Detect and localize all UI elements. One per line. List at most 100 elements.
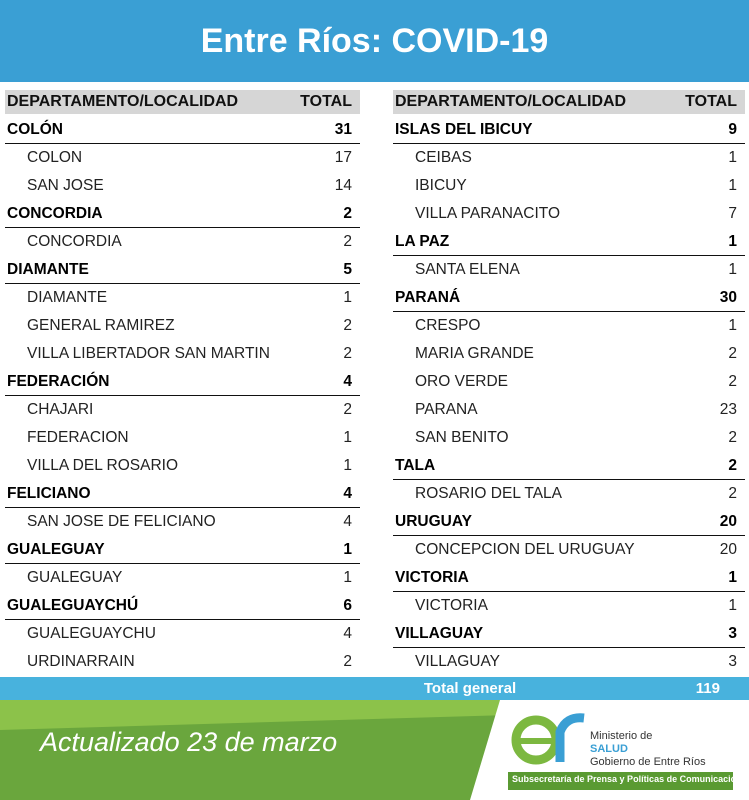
department-total: 6 bbox=[343, 597, 352, 614]
locality-name: FEDERACION bbox=[27, 429, 129, 446]
locality-name: VICTORIA bbox=[415, 597, 488, 614]
department-name: GUALEGUAYCHÚ bbox=[7, 597, 139, 614]
department-row: VICTORIA 1 bbox=[393, 564, 745, 592]
locality-row: SAN JOSE 14 bbox=[5, 172, 360, 200]
locality-name: COLON bbox=[27, 149, 83, 166]
locality-total: 14 bbox=[334, 177, 352, 194]
locality-total: 1 bbox=[728, 177, 737, 194]
department-total: 4 bbox=[343, 485, 352, 502]
locality-total: 17 bbox=[334, 149, 352, 166]
department-row: GUALEGUAY 1 bbox=[5, 536, 360, 564]
locality-total: 1 bbox=[728, 149, 737, 166]
locality-name: URDINARRAIN bbox=[27, 653, 135, 670]
locality-name: GENERAL RAMIREZ bbox=[27, 317, 175, 334]
locality-total: 1 bbox=[343, 289, 352, 306]
locality-total: 1 bbox=[343, 457, 352, 474]
department-row: GUALEGUAYCHÚ 6 bbox=[5, 592, 360, 620]
locality-total: 2 bbox=[728, 373, 737, 390]
department-total: 31 bbox=[334, 121, 352, 138]
table-header: DEPARTAMENTO/LOCALIDAD TOTAL bbox=[393, 90, 745, 114]
locality-row: CONCORDIA 2 bbox=[5, 228, 360, 256]
department-total: 1 bbox=[728, 233, 737, 250]
table-right: DEPARTAMENTO/LOCALIDAD TOTAL ISLAS DEL IBI… bbox=[393, 90, 745, 676]
locality-name: VILLA DEL ROSARIO bbox=[27, 457, 179, 474]
title: Entre Ríos: COVID-19 bbox=[200, 22, 549, 60]
locality-name: VILLAGUAY bbox=[415, 653, 501, 670]
update-note: Actualizado 23 de marzo bbox=[40, 727, 338, 757]
department-row: LA PAZ 1 bbox=[393, 228, 745, 256]
locality-total: 2 bbox=[343, 345, 352, 362]
locality-name: CEIBAS bbox=[415, 149, 472, 166]
locality-row: GENERAL RAMIREZ 2 bbox=[5, 312, 360, 340]
department-total: 4 bbox=[343, 373, 352, 390]
locality-row: MARIA GRANDE 2 bbox=[393, 340, 745, 368]
locality-name: CONCORDIA bbox=[27, 233, 122, 250]
department-name: VICTORIA bbox=[395, 569, 469, 586]
column-header: DEPARTAMENTO/LOCALIDAD bbox=[7, 93, 239, 110]
locality-name: ORO VERDE bbox=[415, 373, 509, 390]
table-left: DEPARTAMENTO/LOCALIDAD TOTAL COLÓN 31 COLON 1… bbox=[5, 90, 360, 676]
locality-name: GUALEGUAYCHU bbox=[27, 625, 156, 642]
locality-name: VILLA PARANACITO bbox=[415, 205, 561, 222]
locality-name: SAN BENITO bbox=[415, 429, 509, 446]
locality-total: 1 bbox=[728, 261, 737, 278]
locality-name: PARANA bbox=[415, 401, 478, 418]
department-row: FEDERACIÓN 4 bbox=[5, 368, 360, 396]
logo-text: Gobierno de Entre Ríos bbox=[590, 756, 706, 768]
department-name: GUALEGUAY bbox=[7, 541, 105, 558]
locality-name: MARIA GRANDE bbox=[415, 345, 534, 362]
column-header: DEPARTAMENTO/LOCALIDAD bbox=[395, 93, 627, 110]
locality-total: 20 bbox=[719, 541, 737, 558]
locality-total: 2 bbox=[728, 345, 737, 362]
department-total: 5 bbox=[343, 261, 352, 278]
locality-name: DIAMANTE bbox=[27, 289, 108, 306]
locality-total: 23 bbox=[719, 401, 737, 418]
total-bar bbox=[0, 677, 749, 700]
department-total: 1 bbox=[343, 541, 352, 558]
column-header: TOTAL bbox=[685, 93, 737, 110]
locality-row: URDINARRAIN 2 bbox=[5, 648, 360, 676]
department-name: TALA bbox=[395, 457, 436, 474]
department-name: PARANÁ bbox=[395, 289, 461, 306]
header-bar bbox=[0, 0, 749, 82]
locality-row: DIAMANTE 1 bbox=[5, 284, 360, 312]
department-name: FEDERACIÓN bbox=[7, 373, 110, 390]
department-total: 30 bbox=[719, 289, 737, 306]
table-body: ISLAS DEL IBICUY 9 CEIBAS 1 IBICUY 1 VILLA PAR… bbox=[393, 116, 745, 676]
department-total: 2 bbox=[343, 205, 352, 222]
locality-total: 3 bbox=[728, 653, 737, 670]
department-row: CONCORDIA 2 bbox=[5, 200, 360, 228]
department-name: DIAMANTE bbox=[7, 261, 89, 278]
department-total: 3 bbox=[728, 625, 737, 642]
locality-total: 1 bbox=[728, 597, 737, 614]
department-row: ISLAS DEL IBICUY 9 bbox=[393, 116, 745, 144]
footer-graphic bbox=[0, 700, 749, 800]
table-body: COLÓN 31 COLON 17 SAN JOSE 14 CONCORDIA 2 CONCOR… bbox=[5, 116, 360, 676]
locality-row: SANTA ELENA 1 bbox=[393, 256, 745, 284]
locality-row: SAN JOSE DE FELICIANO 4 bbox=[5, 508, 360, 536]
locality-total: 2 bbox=[728, 429, 737, 446]
locality-row: SAN BENITO 2 bbox=[393, 424, 745, 452]
department-row: TALA 2 bbox=[393, 452, 745, 480]
locality-name: CONCEPCION DEL URUGUAY bbox=[415, 541, 635, 558]
locality-total: 2 bbox=[343, 401, 352, 418]
locality-total: 1 bbox=[343, 569, 352, 586]
locality-total: 2 bbox=[343, 653, 352, 670]
department-name: ISLAS DEL IBICUY bbox=[395, 121, 533, 138]
department-total: 2 bbox=[728, 457, 737, 474]
locality-row: GUALEGUAYCHU 4 bbox=[5, 620, 360, 648]
department-name: LA PAZ bbox=[395, 233, 450, 250]
locality-row: FEDERACION 1 bbox=[5, 424, 360, 452]
locality-total: 4 bbox=[343, 625, 352, 642]
department-name: VILLAGUAY bbox=[395, 625, 484, 642]
locality-row: VILLA PARANACITO 7 bbox=[393, 200, 745, 228]
locality-total: 2 bbox=[728, 485, 737, 502]
total-value: 119 bbox=[695, 680, 720, 697]
department-total: 20 bbox=[719, 513, 737, 530]
department-row: DIAMANTE 5 bbox=[5, 256, 360, 284]
locality-row: CEIBAS 1 bbox=[393, 144, 745, 172]
locality-total: 2 bbox=[343, 233, 352, 250]
locality-total: 2 bbox=[343, 317, 352, 334]
locality-row: CHAJARI 2 bbox=[5, 396, 360, 424]
